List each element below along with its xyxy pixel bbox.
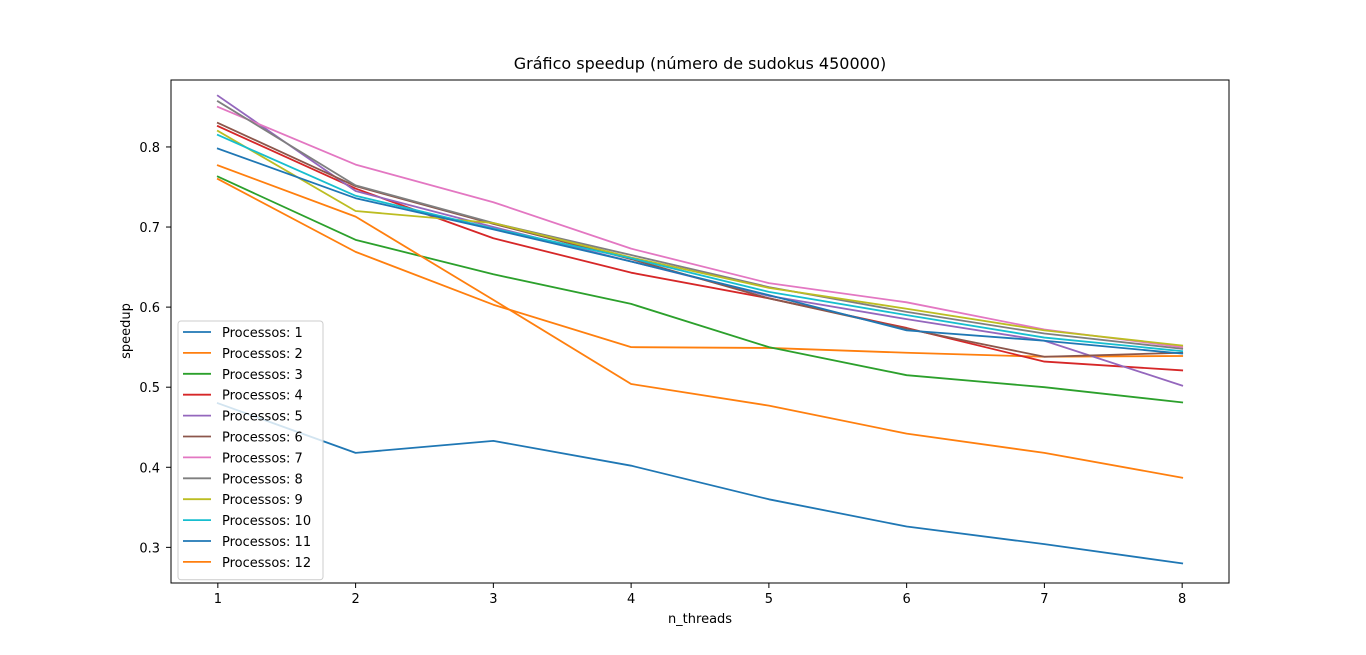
x-tick-label: 8	[1178, 592, 1186, 607]
legend-label: Processos: 10	[222, 514, 311, 529]
x-tick-label: 1	[214, 592, 222, 607]
legend-label: Processos: 7	[222, 451, 303, 466]
x-axis: 1 2 3 4 5 6 7 8	[214, 583, 1186, 607]
y-tick-label: 0.6	[139, 301, 160, 316]
legend-label: Processos: 11	[222, 535, 311, 550]
series-line-10	[216, 133, 1184, 353]
legend-label: Processos: 5	[222, 410, 303, 425]
y-tick-label: 0.8	[139, 141, 160, 156]
series-line-7	[216, 105, 1184, 349]
x-tick-label: 5	[765, 592, 773, 607]
series-line-1	[216, 402, 1184, 565]
y-axis-label: speedup	[119, 303, 134, 359]
series-layer	[216, 94, 1184, 565]
y-tick-label: 0.7	[139, 221, 160, 236]
legend-label: Processos: 1	[222, 326, 303, 341]
series-line-8	[216, 100, 1184, 350]
legend-box	[177, 320, 324, 581]
series-line-11	[216, 147, 1184, 355]
legend: Processos: 1 Processos: 2 Processos: 3 Proc…	[177, 320, 324, 581]
x-tick-label: 6	[903, 592, 911, 607]
series-line-6	[216, 121, 1184, 358]
x-tick-label: 7	[1040, 592, 1048, 607]
y-axis: 0.3 0.4 0.5 0.6 0.7 0.8	[139, 141, 171, 556]
y-tick-label: 0.5	[139, 381, 160, 396]
legend-label: Processos: 4	[222, 389, 303, 404]
y-tick-label: 0.3	[139, 541, 160, 556]
x-axis-label: n_threads	[668, 612, 732, 627]
legend-label: Processos: 6	[222, 431, 303, 446]
x-tick-label: 3	[489, 592, 497, 607]
series-line-9	[216, 129, 1184, 347]
legend-label: Processos: 8	[222, 472, 303, 487]
series-line-12	[216, 164, 1184, 479]
series-line-3	[216, 175, 1184, 404]
chart-title: Gráfico speedup (número de sudokus 45000…	[514, 54, 886, 73]
series-line-4	[216, 124, 1184, 372]
legend-label: Processos: 9	[222, 493, 303, 508]
y-tick-label: 0.4	[139, 461, 160, 476]
legend-label: Processos: 12	[222, 556, 311, 571]
x-tick-label: 4	[627, 592, 635, 607]
legend-label: Processos: 3	[222, 368, 303, 383]
plot-frame	[170, 79, 1230, 584]
legend-label: Processos: 2	[222, 347, 303, 362]
x-tick-label: 2	[351, 592, 359, 607]
